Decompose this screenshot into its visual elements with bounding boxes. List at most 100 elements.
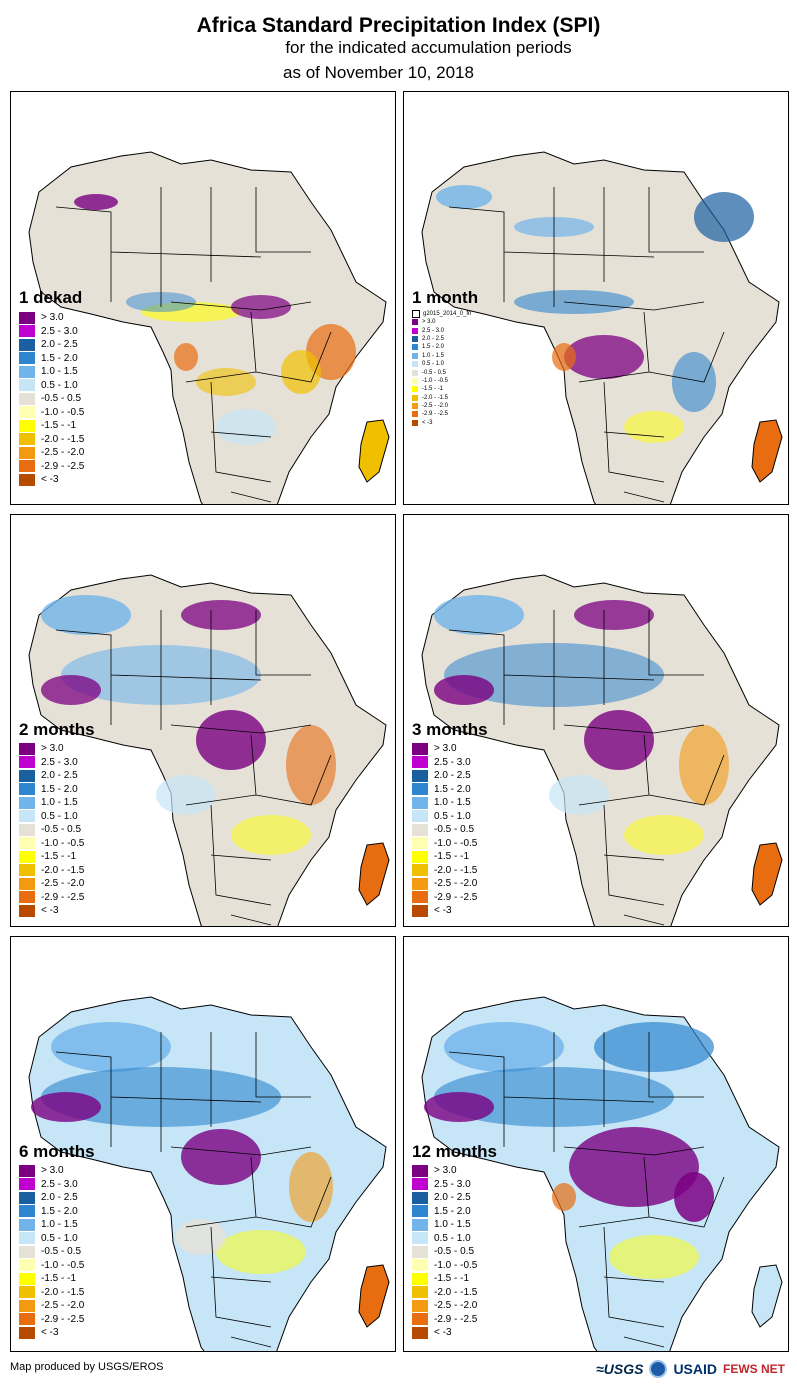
legend-swatch — [19, 1286, 35, 1299]
legend-label: -2.9 - -2.5 — [41, 460, 85, 472]
legend-item: -2.5 - -2.0 — [412, 877, 477, 891]
legend-swatch — [19, 769, 35, 782]
legend-label: 2.0 - 2.5 — [41, 339, 78, 351]
legend-label: 1.0 - 1.5 — [422, 352, 445, 359]
legend-item: -2.0 - -1.5 — [412, 394, 471, 402]
legend-item: -2.9 - -2.5 — [412, 1313, 477, 1327]
legend-item: -2.9 - -2.5 — [412, 891, 477, 905]
legend-label: 0.5 - 1.0 — [434, 1232, 471, 1244]
legend-item: 2.0 - 2.5 — [412, 769, 477, 783]
legend-label: -0.5 - 0.5 — [422, 369, 447, 376]
legend-item: 1.0 - 1.5 — [19, 796, 84, 810]
legend-swatch — [412, 419, 418, 426]
legend-swatch — [19, 311, 35, 324]
legend-label: -1.0 - -0.5 — [41, 406, 85, 418]
map-subtitle: for the indicated accumulation periods — [285, 38, 572, 57]
legend-label: 2.5 - 3.0 — [422, 327, 445, 334]
legend-item: < -3 — [412, 419, 471, 427]
legend-item: -1.5 - -1 — [412, 850, 477, 864]
legend-item: -1.5 - -1 — [19, 1272, 84, 1286]
legend-label: -2.9 - -2.5 — [434, 891, 478, 903]
legend-swatch — [412, 810, 428, 823]
legend-item: -0.5 - 0.5 — [412, 1245, 477, 1259]
legend-label: -0.5 - 0.5 — [41, 1246, 82, 1258]
panel-label: 2 months — [19, 720, 95, 739]
legend-label: -2.9 - -2.5 — [422, 411, 449, 418]
legend-label: 0.5 - 1.0 — [41, 810, 78, 822]
legend-swatch — [19, 756, 35, 769]
legend-label: -1.5 - -1 — [434, 1273, 470, 1285]
legend-item: -1.5 - -1 — [19, 419, 84, 433]
panel-label: 1 month — [412, 288, 479, 307]
legend-label: -1.0 - -0.5 — [41, 1259, 85, 1271]
legend-item: 2.0 - 2.5 — [412, 335, 471, 343]
legend-label: 1.0 - 1.5 — [41, 1219, 78, 1231]
legend-label: -2.0 - -1.5 — [422, 394, 449, 401]
legend-item: 0.5 - 1.0 — [412, 1232, 477, 1246]
legend-swatch — [19, 796, 35, 809]
legend-item: -2.5 - -2.0 — [19, 1299, 84, 1313]
legend-label: -2.9 - -2.5 — [434, 1313, 478, 1325]
legend-item: 0.5 - 1.0 — [19, 810, 84, 824]
legend-swatch — [412, 1191, 428, 1204]
legend-item: -2.0 - -1.5 — [19, 864, 84, 878]
legend-swatch — [19, 1245, 35, 1258]
legend-label: 1.5 - 2.0 — [434, 783, 471, 795]
legend-label: -0.5 - 0.5 — [434, 1246, 475, 1258]
legend-swatch — [19, 891, 35, 904]
legend-swatch — [412, 352, 418, 359]
legend-label: > 3.0 — [434, 1165, 457, 1177]
legend-label: -0.5 - 0.5 — [434, 824, 475, 836]
legend-item: -1.0 - -0.5 — [19, 837, 84, 851]
legend-item: -2.5 - -2.0 — [19, 446, 84, 460]
legend-swatch — [412, 411, 418, 418]
legend-label: -1.0 - -0.5 — [422, 377, 449, 384]
legend-item: -2.0 - -1.5 — [412, 1286, 477, 1300]
legend-label: -2.5 - -2.0 — [434, 1300, 478, 1312]
legend-item: -2.5 - -2.0 — [412, 1299, 477, 1313]
legend-label: 1.5 - 2.0 — [422, 344, 445, 351]
legend-label: > 3.0 — [422, 319, 436, 326]
legend-item: 2.0 - 2.5 — [412, 1191, 477, 1205]
map-panel-12-months: 12 months > 3.0 2.5 - 3.0 2.0 - 2.5 1.5 - 2… — [403, 936, 789, 1352]
legend-label: 0.5 - 1.0 — [41, 1232, 78, 1244]
legend-swatch — [412, 1286, 428, 1299]
legend-swatch — [19, 446, 35, 459]
legend-swatch — [19, 864, 35, 877]
legend-label: > 3.0 — [41, 312, 64, 324]
legend-label: -2.0 - -1.5 — [41, 864, 85, 876]
legend-layer-swatch — [412, 309, 420, 318]
legend-item: 1.5 - 2.0 — [19, 1205, 84, 1219]
legend-label: -2.9 - -2.5 — [41, 891, 85, 903]
legend-item: 2.5 - 3.0 — [412, 756, 477, 770]
legend-label: 1.0 - 1.5 — [434, 797, 471, 809]
usaid-logo: USAID — [673, 1361, 717, 1377]
legend-swatch — [19, 904, 35, 917]
legend-swatch — [412, 1313, 428, 1326]
legend-swatch — [412, 1232, 428, 1245]
legend-label: -2.5 - -2.0 — [41, 1300, 85, 1312]
legend-label: 2.0 - 2.5 — [434, 1192, 471, 1204]
legend-swatch — [412, 1299, 428, 1312]
legend-swatch — [19, 742, 35, 755]
legend-swatch — [412, 377, 418, 384]
legend-swatch — [412, 891, 428, 904]
legend-swatch — [412, 1218, 428, 1231]
legend-label: -2.0 - -1.5 — [434, 864, 478, 876]
legend-swatch — [19, 1272, 35, 1285]
legend-label: 0.5 - 1.0 — [434, 810, 471, 822]
legend-swatch — [412, 319, 418, 326]
legend-item: -2.5 - -2.0 — [412, 402, 471, 410]
legend-swatch — [19, 837, 35, 850]
legend-item: 1.5 - 2.0 — [19, 352, 84, 366]
map-panel-1-month: 1 month g2015_2014_0_fn > 3.0 2.5 - 3.0 2.0… — [403, 91, 789, 505]
legend-label: 0.5 - 1.0 — [422, 361, 445, 368]
legend-label: -1.0 - -0.5 — [434, 837, 478, 849]
legend-item: < -3 — [19, 904, 84, 918]
legend-label: 2.5 - 3.0 — [434, 1178, 471, 1190]
legend-item: -2.0 - -1.5 — [19, 1286, 84, 1300]
legend: > 3.0 2.5 - 3.0 2.0 - 2.5 1.5 - 2.0 1.0 - 1.… — [412, 742, 477, 918]
legend-label: 2.0 - 2.5 — [422, 335, 445, 342]
map-panel-6-months: 6 months > 3.0 2.5 - 3.0 2.0 - 2.5 1.5 - 2.… — [10, 936, 396, 1352]
partner-logos: ≈USGS USAID FEWS NET — [596, 1360, 785, 1378]
